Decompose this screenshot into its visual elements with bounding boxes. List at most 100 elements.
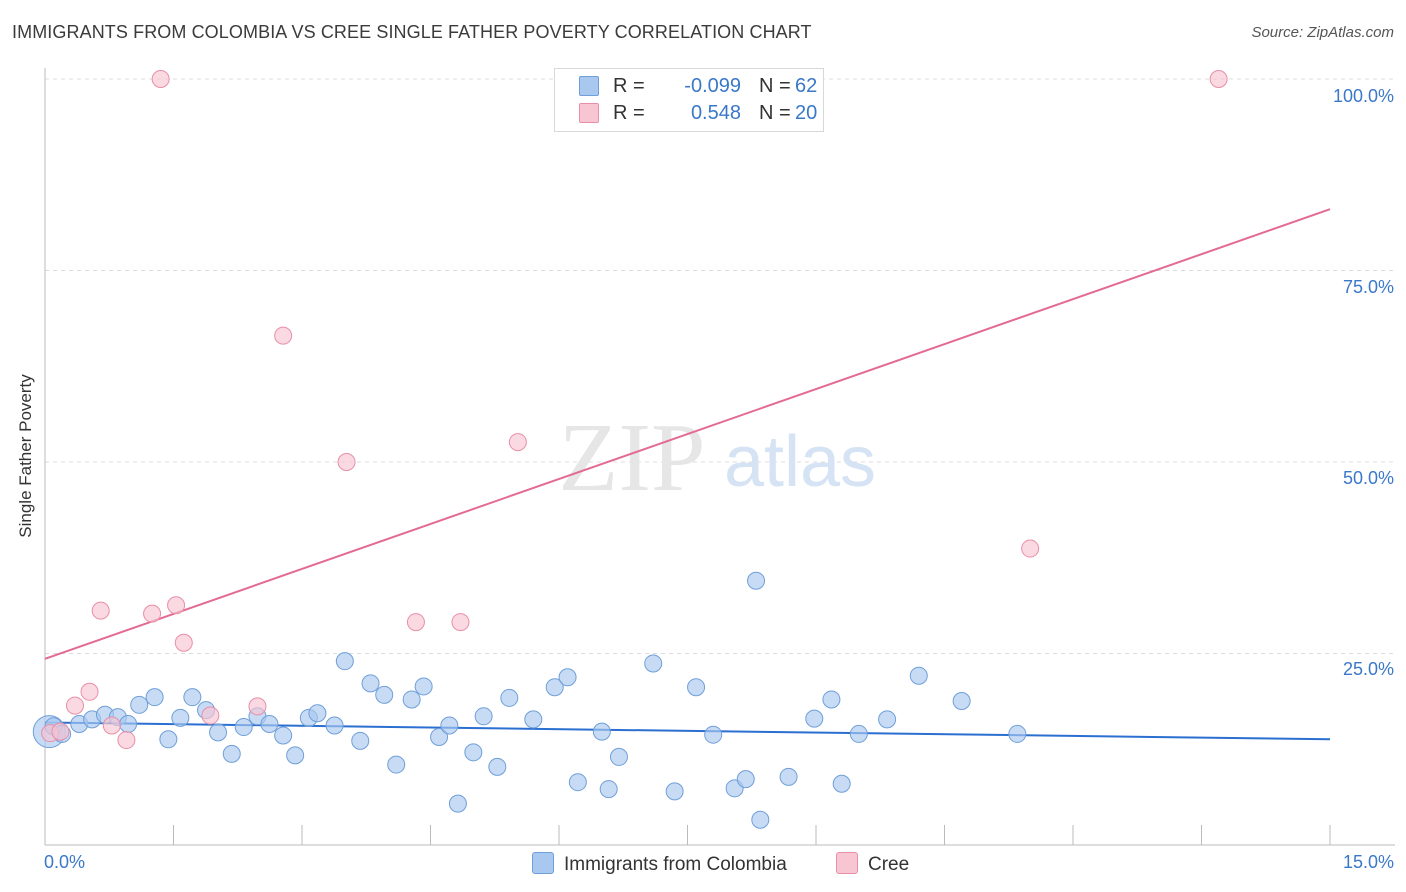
trend-lines xyxy=(44,208,1331,741)
point-colombia xyxy=(665,782,684,801)
point-colombia xyxy=(687,678,706,697)
point-colombia xyxy=(747,571,766,590)
point-cree xyxy=(274,326,293,345)
point-cree xyxy=(406,613,425,632)
point-colombia xyxy=(609,747,628,766)
watermark-zip: ZIP xyxy=(559,404,706,512)
legend-swatch-colombia xyxy=(532,852,554,874)
point-colombia xyxy=(592,722,611,741)
point-cree xyxy=(80,682,99,701)
point-colombia xyxy=(751,810,770,829)
point-cree xyxy=(102,716,121,735)
trend-line-colombia xyxy=(44,721,1331,741)
x-tick-label-max: 15.0% xyxy=(1342,852,1394,872)
point-colombia xyxy=(464,743,483,762)
point-cree xyxy=(65,696,84,715)
point-colombia xyxy=(145,688,164,707)
point-colombia xyxy=(234,718,253,737)
y-tick-label-75: 75.0% xyxy=(1342,277,1394,297)
point-colombia xyxy=(159,730,178,749)
point-cree xyxy=(1209,70,1228,88)
point-colombia xyxy=(260,714,279,733)
point-colombia xyxy=(183,688,202,707)
watermark: ZIP atlas xyxy=(559,404,877,512)
point-colombia xyxy=(878,710,897,729)
point-cree xyxy=(508,433,527,452)
point-colombia xyxy=(308,704,327,723)
point-colombia xyxy=(414,677,433,696)
point-colombia xyxy=(387,755,406,774)
point-cree xyxy=(248,697,267,716)
legend-label-cree: Cree xyxy=(868,854,910,875)
chart-title: IMMIGRANTS FROM COLOMBIA VS CREE SINGLE … xyxy=(12,22,812,42)
point-colombia xyxy=(736,770,755,789)
point-cree xyxy=(201,706,220,725)
point-colombia xyxy=(474,707,493,726)
y-tick-label-50: 50.0% xyxy=(1342,468,1394,488)
data-points xyxy=(32,70,1228,829)
legend-r-value: 0.548 xyxy=(690,102,741,124)
legend-r-value: -0.099 xyxy=(684,75,741,97)
legend-r-label: R = xyxy=(613,102,645,124)
point-cree xyxy=(91,601,110,620)
point-colombia xyxy=(1008,724,1027,743)
point-colombia xyxy=(849,724,868,743)
legend-swatch-cree xyxy=(579,103,599,123)
point-colombia xyxy=(335,652,354,671)
point-colombia xyxy=(500,688,519,707)
legend-n-value: 62 xyxy=(795,75,818,97)
y-tick-label-25: 25.0% xyxy=(1342,659,1394,679)
axes xyxy=(44,68,1395,846)
point-colombia xyxy=(274,726,293,745)
point-colombia xyxy=(779,767,798,786)
correlation-legend: R = -0.099 N = 62 R = 0.548 N = 20 xyxy=(554,68,824,132)
trend-line-cree xyxy=(44,208,1331,660)
point-colombia xyxy=(171,708,190,727)
legend-item-colombia[interactable]: Immigrants from Colombia xyxy=(532,852,787,876)
legend-swatch-cree xyxy=(836,852,858,874)
source-label: Source: ZipAtlas.com xyxy=(1251,24,1394,41)
point-colombia xyxy=(361,674,380,693)
point-colombia xyxy=(952,691,971,710)
point-colombia xyxy=(832,774,851,793)
legend-item-cree[interactable]: Cree xyxy=(836,852,909,876)
point-cree xyxy=(51,722,70,741)
point-cree xyxy=(337,453,356,471)
point-colombia xyxy=(524,710,543,729)
point-cree xyxy=(1021,539,1040,558)
point-colombia xyxy=(545,678,564,697)
watermark-atlas: atlas xyxy=(724,422,876,502)
point-colombia xyxy=(130,695,149,714)
x-tick-label-min: 0.0% xyxy=(44,852,86,872)
point-colombia xyxy=(119,714,138,733)
point-colombia xyxy=(448,794,467,813)
point-colombia xyxy=(599,780,618,799)
point-colombia xyxy=(402,690,421,709)
legend-swatch-colombia xyxy=(579,76,599,96)
point-colombia xyxy=(440,716,459,735)
grid-lines xyxy=(45,78,1395,654)
point-colombia xyxy=(909,666,928,685)
point-colombia xyxy=(704,725,723,744)
point-colombia xyxy=(375,685,394,704)
point-cree xyxy=(151,70,170,88)
point-colombia xyxy=(822,690,841,709)
point-cree xyxy=(174,633,193,652)
point-cree xyxy=(167,596,186,615)
point-colombia xyxy=(286,746,305,765)
point-colombia xyxy=(488,757,507,776)
point-cree xyxy=(117,731,136,750)
point-colombia xyxy=(325,716,344,735)
point-colombia xyxy=(209,723,228,742)
point-colombia xyxy=(568,773,587,792)
point-colombia xyxy=(222,744,241,763)
legend-r-label: R = xyxy=(613,75,645,97)
point-colombia xyxy=(351,731,370,750)
y-axis-label: Single Father Poverty xyxy=(16,374,35,538)
y-tick-label-100: 100.0% xyxy=(1332,86,1394,106)
legend-label-colombia: Immigrants from Colombia xyxy=(564,854,787,875)
point-colombia xyxy=(805,709,824,728)
point-colombia xyxy=(558,668,577,687)
point-cree xyxy=(143,604,162,623)
